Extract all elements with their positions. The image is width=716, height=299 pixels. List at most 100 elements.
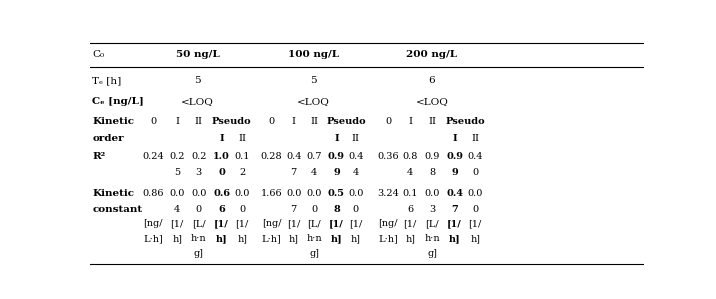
Text: [ng/: [ng/ [378, 219, 398, 228]
Text: 0.6: 0.6 [213, 189, 230, 198]
Text: h]: h] [351, 234, 361, 243]
Text: [L/: [L/ [425, 219, 439, 228]
Text: I: I [453, 134, 457, 143]
Text: [1/: [1/ [287, 219, 300, 228]
Text: 0.7: 0.7 [306, 152, 322, 161]
Text: 0.0: 0.0 [286, 189, 301, 198]
Text: h·n: h·n [306, 234, 322, 243]
Text: 100 ng/L: 100 ng/L [288, 50, 339, 59]
Text: 0.4: 0.4 [446, 189, 463, 198]
Text: 0.9: 0.9 [446, 152, 463, 161]
Text: 0.2: 0.2 [191, 152, 206, 161]
Text: Pseudo: Pseudo [326, 117, 366, 126]
Text: I: I [334, 134, 339, 143]
Text: I: I [408, 117, 412, 126]
Text: h]: h] [449, 234, 460, 243]
Text: Tₑ [h]: Tₑ [h] [92, 76, 122, 85]
Text: 0: 0 [239, 205, 245, 214]
Text: 0.0: 0.0 [348, 189, 364, 198]
Text: 0.0: 0.0 [425, 189, 440, 198]
Text: [1/: [1/ [214, 219, 229, 228]
Text: 0: 0 [385, 117, 391, 126]
Text: 0.4: 0.4 [286, 152, 301, 161]
Text: Kinetic: Kinetic [92, 117, 135, 126]
Text: 0: 0 [218, 168, 225, 177]
Text: I: I [175, 117, 179, 126]
Text: 0.1: 0.1 [234, 152, 250, 161]
Text: 6: 6 [429, 76, 435, 85]
Text: 0.36: 0.36 [377, 152, 399, 161]
Text: 0: 0 [472, 168, 478, 177]
Text: h]: h] [237, 234, 247, 243]
Text: 50 ng/L: 50 ng/L [176, 50, 220, 59]
Text: 3: 3 [430, 205, 435, 214]
Text: 0.9: 0.9 [425, 152, 440, 161]
Text: 9: 9 [451, 168, 458, 177]
Text: 4: 4 [353, 168, 359, 177]
Text: h]: h] [216, 234, 228, 243]
Text: 0.4: 0.4 [348, 152, 364, 161]
Text: 0.9: 0.9 [328, 152, 345, 161]
Text: 0: 0 [150, 117, 156, 126]
Text: h]: h] [172, 234, 182, 243]
Text: 3: 3 [195, 168, 202, 177]
Text: 0.24: 0.24 [142, 152, 164, 161]
Text: 0.5: 0.5 [328, 189, 345, 198]
Text: h]: h] [331, 234, 342, 243]
Text: II: II [428, 117, 437, 126]
Text: 1.66: 1.66 [261, 189, 282, 198]
Text: constant: constant [92, 205, 142, 214]
Text: 0.1: 0.1 [402, 189, 418, 198]
Text: 0: 0 [195, 205, 202, 214]
Text: Pseudo: Pseudo [445, 117, 485, 126]
Text: 9: 9 [333, 168, 340, 177]
Text: II: II [352, 134, 360, 143]
Text: L·h]: L·h] [261, 234, 281, 243]
Text: 0.8: 0.8 [402, 152, 418, 161]
Text: 8: 8 [430, 168, 435, 177]
Text: order: order [92, 134, 124, 143]
Text: 6: 6 [407, 205, 413, 214]
Text: 6: 6 [218, 205, 225, 214]
Text: [1/: [1/ [448, 219, 462, 228]
Text: h·n: h·n [425, 234, 440, 243]
Text: h]: h] [405, 234, 415, 243]
Text: <LOQ: <LOQ [181, 97, 214, 106]
Text: [1/: [1/ [170, 219, 184, 228]
Text: 0.0: 0.0 [234, 189, 250, 198]
Text: [ng/: [ng/ [262, 219, 281, 228]
Text: [L/: [L/ [192, 219, 205, 228]
Text: 0.0: 0.0 [306, 189, 322, 198]
Text: 0.0: 0.0 [170, 189, 185, 198]
Text: 7: 7 [291, 205, 297, 214]
Text: II: II [195, 117, 203, 126]
Text: 0.0: 0.0 [191, 189, 206, 198]
Text: II: II [471, 134, 479, 143]
Text: [1/: [1/ [404, 219, 417, 228]
Text: 200 ng/L: 200 ng/L [406, 50, 458, 59]
Text: 0.0: 0.0 [468, 189, 483, 198]
Text: h·n: h·n [191, 234, 207, 243]
Text: Kinetic: Kinetic [92, 189, 135, 198]
Text: 0: 0 [472, 205, 478, 214]
Text: Cₑ [ng/L]: Cₑ [ng/L] [92, 97, 144, 106]
Text: 8: 8 [333, 205, 340, 214]
Text: 3.24: 3.24 [377, 189, 399, 198]
Text: [1/: [1/ [236, 219, 248, 228]
Text: 4: 4 [174, 205, 180, 214]
Text: [ng/: [ng/ [144, 219, 163, 228]
Text: 1.0: 1.0 [213, 152, 230, 161]
Text: C₀: C₀ [92, 50, 105, 59]
Text: [L/: [L/ [307, 219, 321, 228]
Text: 0: 0 [268, 117, 274, 126]
Text: 0: 0 [311, 205, 317, 214]
Text: 2: 2 [239, 168, 245, 177]
Text: g]: g] [427, 249, 437, 258]
Text: 5: 5 [194, 76, 201, 85]
Text: 4: 4 [407, 168, 413, 177]
Text: [1/: [1/ [468, 219, 482, 228]
Text: [1/: [1/ [329, 219, 344, 228]
Text: I: I [219, 134, 224, 143]
Text: h]: h] [289, 234, 299, 243]
Text: I: I [291, 117, 296, 126]
